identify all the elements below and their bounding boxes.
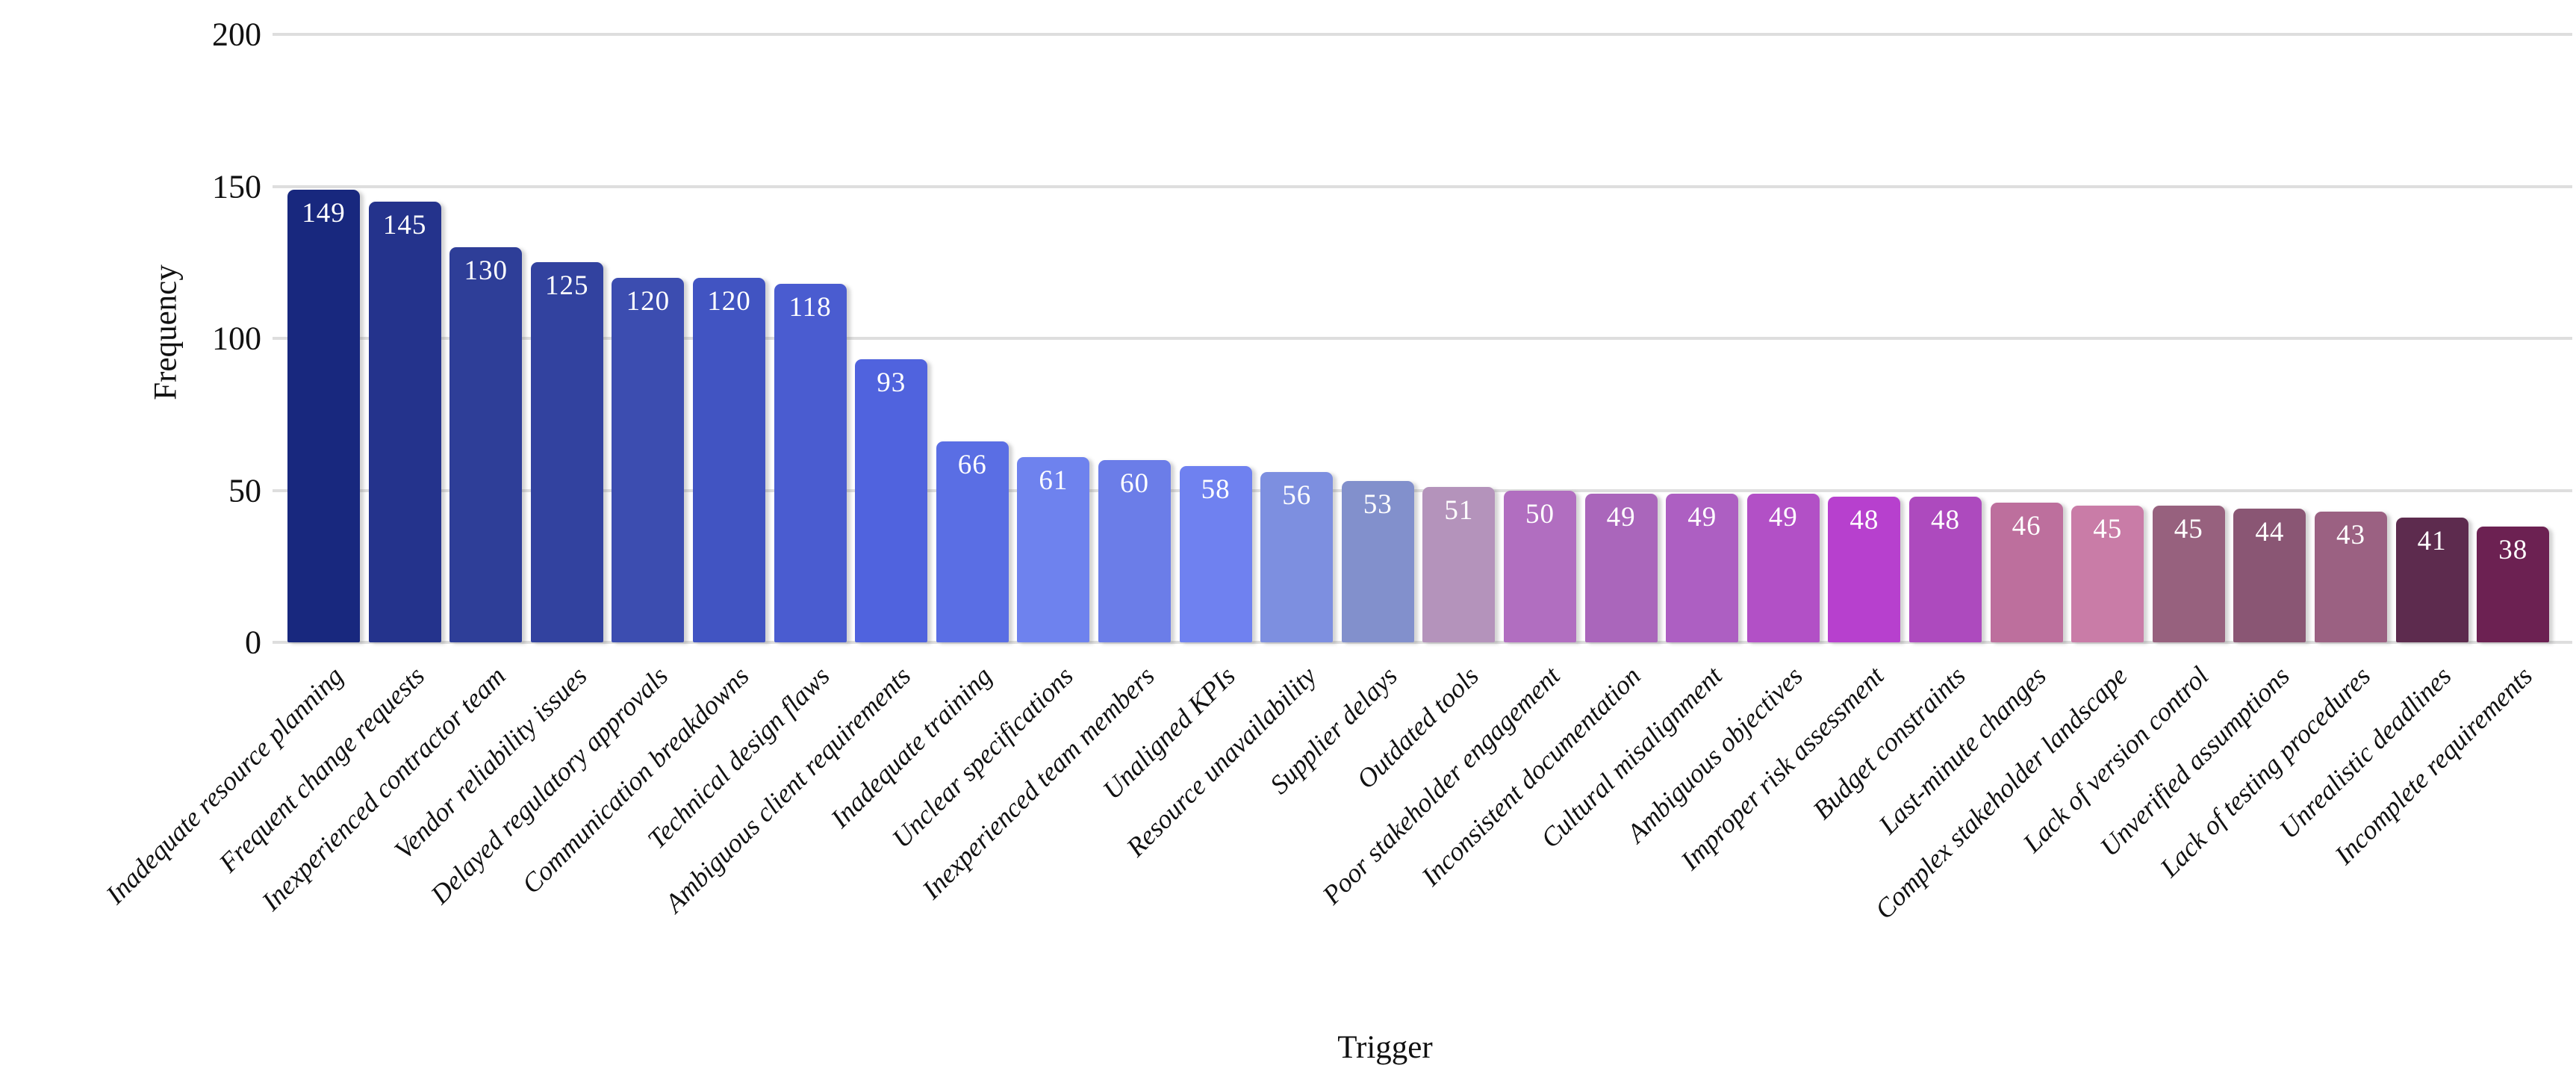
bar: 145 [368,201,441,642]
bar-value-label: 120 [707,285,751,317]
bar: 45 [2152,505,2225,642]
bar: 58 [1179,465,1252,642]
bar-value-label: 66 [957,450,987,481]
bar-value-label: 45 [2174,513,2203,544]
bar: 50 [1504,490,1576,642]
bar: 49 [1746,493,1820,642]
bar: 120 [693,277,765,642]
bar-value-label: 53 [1363,489,1393,521]
bar: 43 [2315,511,2387,642]
y-tick-label: 0 [245,624,261,661]
bar-value-label: 149 [302,197,346,229]
bar-value-label: 38 [2498,535,2528,566]
gridline [273,184,2572,188]
y-axis-title: Frequency [148,264,184,400]
gridline [273,488,2572,492]
bar-value-label: 46 [2012,510,2041,542]
bar-value-label: 48 [1849,504,1879,536]
gridline [273,33,2572,36]
bar: 48 [1828,496,1901,642]
bar: 120 [612,277,685,642]
bar: 66 [936,441,1009,642]
bar-value-label: 125 [545,270,589,302]
y-tick-label: 100 [212,320,261,357]
bar-value-label: 93 [877,367,906,399]
bar-value-label: 60 [1120,468,1149,499]
x-axis-title: Trigger [1337,1030,1433,1065]
gridline [273,337,2572,340]
bar: 53 [1341,481,1414,642]
gridline [273,641,2572,644]
bar: 45 [2071,505,2144,642]
bar-value-label: 49 [1687,501,1717,533]
bar: 41 [2395,518,2468,642]
bar: 49 [1666,493,1739,642]
bar: 60 [1098,459,1171,642]
y-tick-label: 150 [212,168,261,205]
bar-value-label: 51 [1444,495,1474,527]
bar-value-label: 130 [464,255,508,286]
bar: 125 [530,262,603,642]
bar-value-label: 118 [788,291,832,323]
bar-value-label: 50 [1525,498,1555,530]
bar-value-label: 49 [1768,501,1798,533]
bar-value-label: 48 [1931,504,1960,536]
bar: 48 [1909,496,1982,642]
bar-value-label: 120 [626,285,671,317]
bar-value-label: 45 [2093,513,2123,544]
y-tick-label: 200 [212,16,261,53]
bar: 44 [2233,508,2306,642]
bar-value-label: 58 [1201,474,1231,505]
bar-value-label: 56 [1282,480,1312,512]
bar-value-label: 49 [1606,501,1636,533]
y-tick-label: 50 [228,472,261,509]
bar: 38 [2477,527,2550,642]
bar: 149 [287,189,360,642]
bar: 118 [774,283,847,642]
bar: 56 [1260,472,1334,642]
bar-value-label: 43 [2336,519,2365,550]
bar: 49 [1584,493,1658,642]
bar-value-label: 41 [2417,526,2447,557]
bar: 46 [1990,502,2063,642]
bar-value-label: 61 [1039,465,1068,496]
bar: 51 [1422,487,1496,642]
bar-value-label: 145 [382,209,427,241]
bar: 93 [855,359,928,642]
bar-value-label: 44 [2255,516,2285,547]
bar: 130 [449,246,523,642]
bar: 61 [1017,456,1090,642]
